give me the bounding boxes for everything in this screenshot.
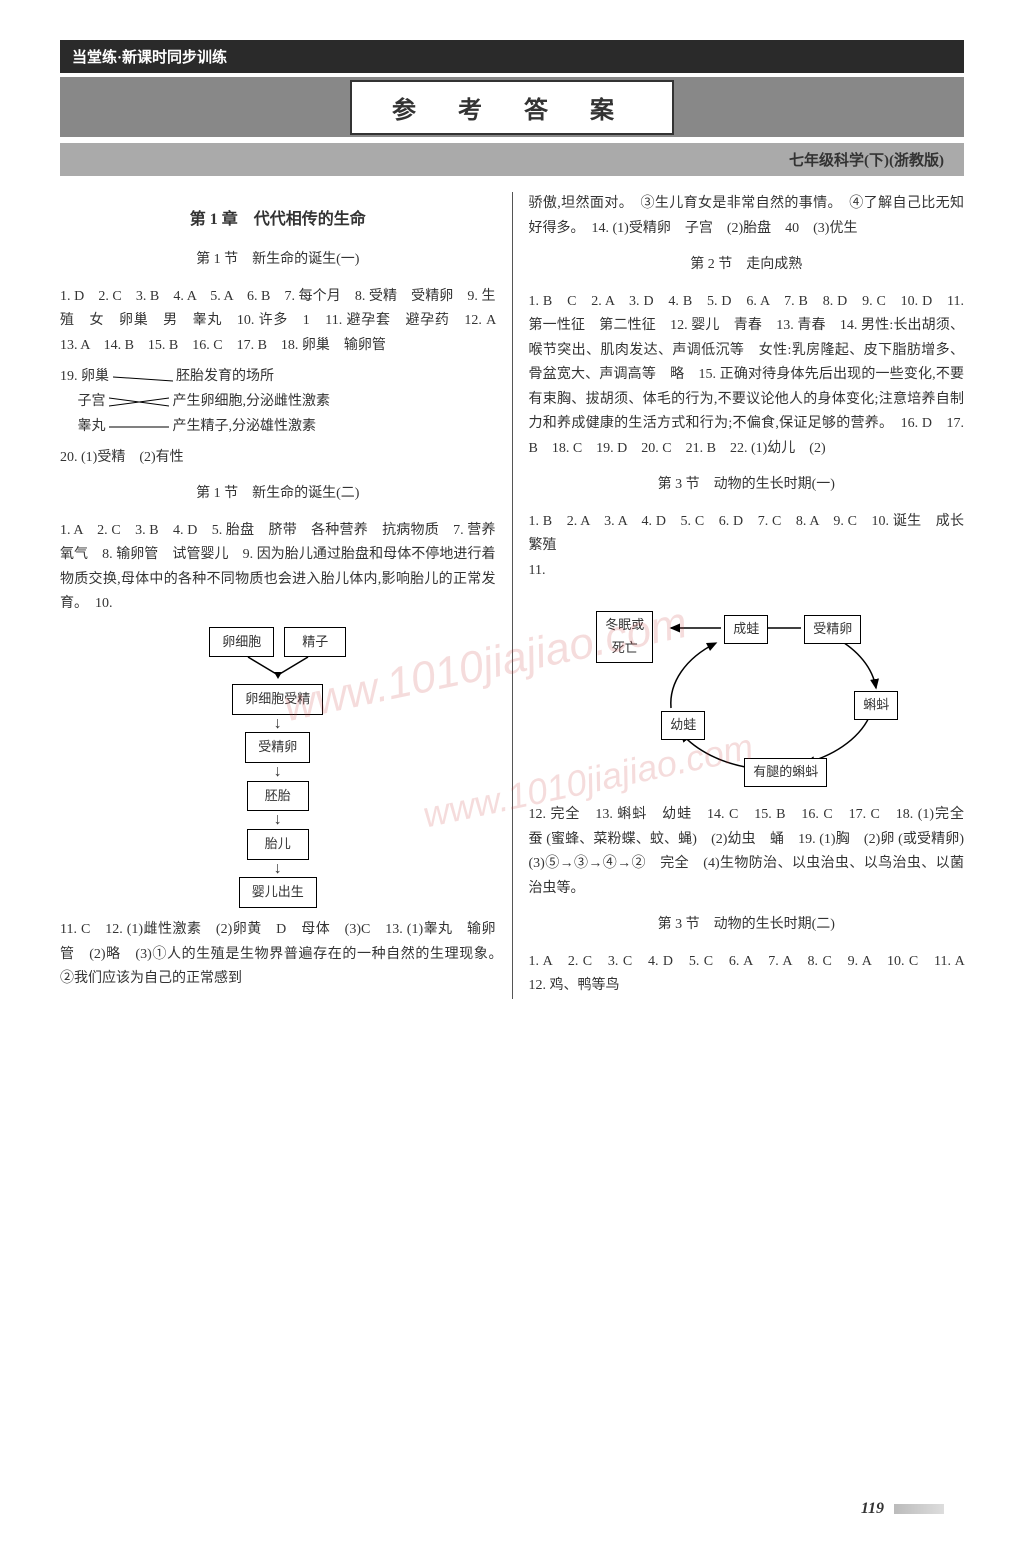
- matching-diagram: 19. 卵巢 胚胎发育的场所 子宫 产生卵细胞,分泌雌性激素 睾丸 产生精子,分…: [60, 364, 496, 440]
- page: 当堂练·新课时同步训练 参 考 答 案 七年级科学(下)(浙教版) 第 1 章 …: [0, 0, 1024, 1548]
- flow-node: 胎儿: [247, 829, 309, 860]
- cycle-node: 成蛙: [724, 615, 768, 644]
- cycle-node: 有腿的蝌蚪: [744, 758, 827, 787]
- left-column: 第 1 章 代代相传的生命 第 1 节 新生命的诞生(一) 1. D 2. C …: [60, 192, 496, 999]
- section-1-2-answers: 1. A 2. C 3. B 4. D 5. 胎盘 脐带 各种营养 抗病物质 7…: [60, 519, 496, 617]
- section-3a-title: 第 3 节 动物的生长时期(一): [529, 473, 965, 498]
- flow-node: 卵细胞受精: [232, 684, 323, 715]
- match-left: 19. 卵巢: [60, 369, 109, 384]
- match-left: 睾丸: [60, 419, 106, 434]
- section-2-answers: 1. B C 2. A 3. D 4. B 5. D 6. A 7. B 8. …: [529, 290, 965, 462]
- match-right: 产生精子,分泌雄性激素: [173, 419, 317, 434]
- series-header: 当堂练·新课时同步训练: [60, 40, 964, 73]
- match-row: 子宫 产生卵细胞,分泌雌性激素: [60, 389, 496, 414]
- cycle-diagram: 冬眠或 死亡 成蛙 受精卵 蝌蚪 幼蛙 有腿的蝌蚪: [586, 593, 906, 793]
- section-3a-q11: 11.: [529, 559, 965, 584]
- right-top-continue: 骄傲,坦然面对。 ③生儿育女是非常自然的事情。 ④了解自己比无知好得多。 14.…: [529, 192, 965, 241]
- chapter-title: 第 1 章 代代相传的生命: [60, 206, 496, 234]
- section-3a-bottom: 12. 完全 13. 蝌蚪 幼蛙 14. C 15. B 16. C 17. C…: [529, 803, 965, 901]
- section-2-title: 第 2 节 走向成熟: [529, 253, 965, 278]
- page-number-decoration: [894, 1504, 944, 1514]
- page-number-value: 119: [861, 1500, 884, 1517]
- match-right: 胚胎发育的场所: [176, 369, 274, 384]
- flow-arrow: ↓: [188, 860, 368, 878]
- cycle-node: 幼蛙: [661, 711, 705, 740]
- left-bottom-answers: 11. C 12. (1)雌性激素 (2)卵黄 D 母体 (3)C 13. (1…: [60, 918, 496, 992]
- title-band: 参 考 答 案: [60, 77, 964, 137]
- right-column: 骄傲,坦然面对。 ③生儿育女是非常自然的事情。 ④了解自己比无知好得多。 14.…: [529, 192, 965, 999]
- section-1-1-answers: 1. D 2. C 3. B 4. A 5. A 6. B 7. 每个月 8. …: [60, 285, 496, 359]
- section-3b-title: 第 3 节 动物的生长时期(二): [529, 913, 965, 938]
- cycle-node: 蝌蚪: [854, 691, 898, 720]
- subtitle-band: 七年级科学(下)(浙教版): [60, 143, 964, 176]
- match-row: 19. 卵巢 胚胎发育的场所: [60, 364, 496, 389]
- section-3a-top: 1. B 2. A 3. A 4. D 5. C 6. D 7. C 8. A …: [529, 510, 965, 559]
- flow-node: 卵细胞: [209, 627, 274, 658]
- flow-node: 婴儿出生: [239, 877, 317, 908]
- flowchart: 卵细胞 精子 卵细胞受精 ↓ 受精卵 ↓ 胚胎 ↓ 胎儿 ↓ 婴儿出生: [188, 627, 368, 908]
- flow-arrow-merge: [188, 657, 368, 684]
- section-1-1-title: 第 1 节 新生命的诞生(一): [60, 248, 496, 273]
- flow-row-top: 卵细胞 精子: [188, 627, 368, 658]
- flow-node: 精子: [284, 627, 346, 658]
- flow-arrow: ↓: [188, 763, 368, 781]
- flow-arrow: ↓: [188, 715, 368, 733]
- section-3b-answers: 1. A 2. C 3. C 4. D 5. C 6. A 7. A 8. C …: [529, 950, 965, 999]
- flow-arrow: ↓: [188, 811, 368, 829]
- section-1-2-title: 第 1 节 新生命的诞生(二): [60, 482, 496, 507]
- main-title: 参 考 答 案: [350, 80, 674, 135]
- cycle-node: 冬眠或 死亡: [596, 611, 653, 663]
- match-right: 产生卵细胞,分泌雌性激素: [173, 394, 331, 409]
- content-columns: 第 1 章 代代相传的生命 第 1 节 新生命的诞生(一) 1. D 2. C …: [60, 192, 964, 999]
- flow-node: 胚胎: [247, 781, 309, 812]
- page-number: 119: [861, 1500, 944, 1518]
- match-left: 子宫: [60, 394, 106, 409]
- section-1-1-answers-2: 20. (1)受精 (2)有性: [60, 446, 496, 471]
- column-divider: [512, 192, 513, 999]
- match-row: 睾丸 产生精子,分泌雄性激素: [60, 414, 496, 439]
- cycle-node: 受精卵: [804, 615, 861, 644]
- flow-node: 受精卵: [245, 732, 310, 763]
